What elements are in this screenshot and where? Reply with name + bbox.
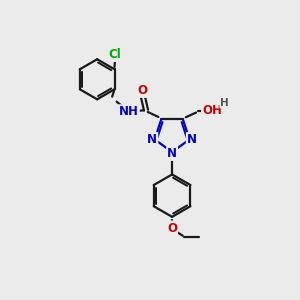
Text: OH: OH	[202, 104, 222, 117]
Text: N: N	[187, 133, 197, 146]
Text: NH: NH	[119, 105, 139, 118]
Text: N: N	[147, 133, 158, 146]
Text: O: O	[137, 84, 148, 97]
Text: Cl: Cl	[109, 48, 122, 61]
Text: H: H	[220, 98, 229, 107]
Text: O: O	[167, 221, 177, 235]
Text: N: N	[167, 147, 177, 160]
